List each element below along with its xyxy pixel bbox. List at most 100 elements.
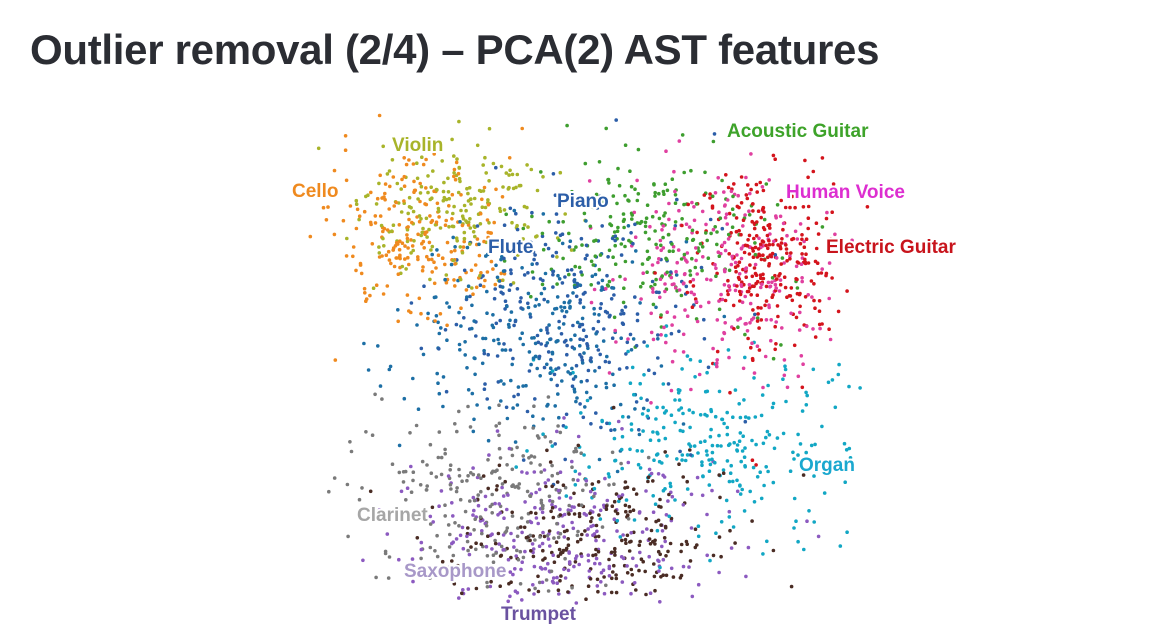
data-point-saxophone xyxy=(599,570,604,575)
data-point-acoustic-guitar xyxy=(615,229,620,233)
data-point-cello xyxy=(430,257,434,262)
data-point-organ xyxy=(822,491,827,495)
data-point-clarinet xyxy=(455,429,459,434)
data-point-cello xyxy=(471,292,475,297)
data-point-flute xyxy=(503,348,508,352)
data-point-trumpet xyxy=(586,584,591,588)
data-point-electric-guitar xyxy=(773,273,777,278)
data-point-cello xyxy=(410,220,414,225)
data-point-electric-guitar xyxy=(781,227,785,232)
data-point-flute xyxy=(561,322,566,326)
data-point-electric-guitar xyxy=(739,232,743,237)
data-point-trumpet xyxy=(610,576,614,581)
data-point-clarinet xyxy=(472,498,477,503)
data-point-electric-guitar xyxy=(724,173,728,177)
data-point-clarinet xyxy=(497,433,501,438)
data-point-acoustic-guitar xyxy=(662,192,666,196)
data-point-trumpet xyxy=(566,590,570,594)
data-point-piano xyxy=(551,269,555,274)
data-point-clarinet xyxy=(453,521,457,525)
data-point-flute xyxy=(485,311,489,316)
data-point-piano xyxy=(494,321,499,326)
data-point-electric-guitar xyxy=(767,242,772,247)
data-point-piano xyxy=(495,354,500,358)
data-point-human-voice xyxy=(774,256,779,260)
data-point-saxophone xyxy=(629,591,633,596)
data-point-cello xyxy=(416,255,420,259)
data-point-cello xyxy=(423,232,427,236)
data-point-acoustic-guitar xyxy=(673,220,678,224)
data-point-acoustic-guitar xyxy=(736,325,740,330)
data-point-human-voice xyxy=(667,201,671,206)
data-point-electric-guitar xyxy=(758,180,762,185)
slide-title: Outlier removal (2/4) – PCA(2) AST featu… xyxy=(30,26,880,73)
data-point-organ xyxy=(582,453,586,457)
data-point-cello xyxy=(462,239,467,244)
data-point-acoustic-guitar xyxy=(580,243,584,247)
data-point-clarinet xyxy=(332,476,337,480)
data-point-saxophone xyxy=(411,579,415,584)
data-point-saxophone xyxy=(586,527,590,531)
data-point-organ xyxy=(740,449,745,453)
data-point-human-voice xyxy=(801,362,805,367)
data-point-flute xyxy=(507,325,511,329)
data-point-violin xyxy=(480,205,485,209)
data-point-flute xyxy=(511,406,515,410)
data-point-acoustic-guitar xyxy=(704,231,708,235)
data-point-trumpet xyxy=(658,552,662,557)
data-point-piano xyxy=(578,402,582,406)
data-point-trumpet xyxy=(681,475,685,479)
data-point-piano xyxy=(546,246,551,251)
data-point-clarinet xyxy=(457,524,461,528)
data-point-electric-guitar xyxy=(865,205,870,209)
data-point-human-voice xyxy=(723,248,728,253)
data-point-violin xyxy=(400,264,405,269)
data-point-cello xyxy=(382,195,386,199)
data-point-organ xyxy=(685,487,690,491)
data-point-clarinet xyxy=(558,531,563,536)
data-point-trumpet xyxy=(495,484,499,488)
data-point-flute xyxy=(376,344,380,348)
data-point-cello xyxy=(398,253,402,258)
data-point-electric-guitar xyxy=(779,241,784,245)
cluster-label-human-voice: Human Voice xyxy=(786,182,905,203)
data-point-electric-guitar xyxy=(680,223,684,228)
data-point-saxophone xyxy=(500,485,504,490)
data-point-clarinet xyxy=(497,421,502,426)
data-point-human-voice xyxy=(673,189,677,194)
data-point-clarinet xyxy=(529,454,534,458)
data-point-human-voice xyxy=(741,366,746,371)
data-point-organ xyxy=(792,496,797,501)
data-point-trumpet xyxy=(567,512,571,516)
data-point-violin xyxy=(427,227,431,232)
data-point-organ xyxy=(705,370,709,375)
data-point-electric-guitar xyxy=(804,237,809,241)
data-point-human-voice xyxy=(788,254,792,258)
data-point-organ xyxy=(833,405,838,410)
data-point-acoustic-guitar xyxy=(659,313,663,317)
data-point-organ xyxy=(783,367,788,372)
data-point-electric-guitar xyxy=(739,201,744,205)
data-point-clarinet xyxy=(433,549,437,553)
data-point-organ xyxy=(665,454,669,458)
data-point-trumpet xyxy=(595,577,600,582)
data-point-piano xyxy=(509,271,513,276)
data-point-human-voice xyxy=(733,260,738,265)
data-point-acoustic-guitar xyxy=(662,214,666,218)
data-point-saxophone xyxy=(598,561,602,566)
data-point-electric-guitar xyxy=(785,295,789,300)
data-point-cello xyxy=(395,256,399,260)
data-point-organ xyxy=(798,442,803,446)
data-point-trumpet xyxy=(497,463,502,468)
data-point-organ xyxy=(592,486,597,491)
data-point-flute xyxy=(531,356,536,361)
data-point-saxophone xyxy=(602,538,606,543)
data-point-electric-guitar xyxy=(761,276,766,281)
data-point-saxophone xyxy=(394,514,399,519)
data-point-organ xyxy=(728,471,733,476)
data-point-flute xyxy=(572,346,577,351)
data-point-electric-guitar xyxy=(785,251,789,255)
data-point-flute xyxy=(531,414,535,419)
data-point-trumpet xyxy=(614,492,619,496)
data-point-piano xyxy=(599,425,603,430)
